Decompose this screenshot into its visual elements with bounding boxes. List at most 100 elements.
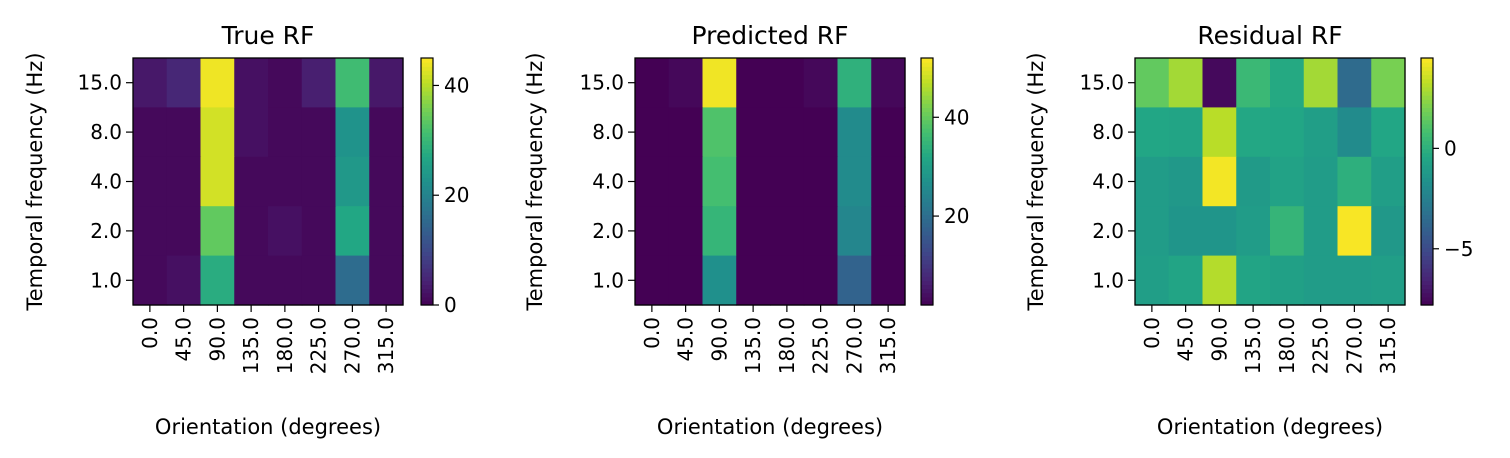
heatmap-cell: [1168, 107, 1204, 158]
x-tick-label: 90.0: [1207, 317, 1231, 362]
colorbar-segment: [421, 148, 433, 154]
colorbar-segment: [421, 62, 433, 67]
colorbar-segment: [1421, 280, 1433, 286]
y-tick-label: 15.0: [579, 71, 624, 95]
colorbar-segment: [921, 267, 933, 273]
colorbar-segment: [421, 284, 433, 290]
heatmap-cell: [871, 156, 906, 207]
colorbar-segment: [1421, 70, 1433, 76]
colorbar-segment: [421, 99, 433, 104]
heatmap-cell: [1135, 255, 1170, 306]
heatmap-cell: [736, 156, 771, 207]
chart-title: Residual RF: [1197, 21, 1342, 50]
colorbar-segment: [421, 86, 433, 92]
heatmap-cell: [1236, 58, 1271, 108]
colorbar-segment: [921, 82, 933, 88]
y-tick-label: 4.0: [90, 170, 122, 194]
colorbar-segment: [1421, 181, 1433, 187]
x-axis-label: Orientation (degrees): [155, 415, 381, 439]
heatmap-cell: [1135, 156, 1170, 207]
heatmap-cell: [1202, 156, 1237, 207]
heatmap-cell: [1168, 206, 1204, 257]
heatmap-cell: [1202, 107, 1237, 158]
colorbar-segment: [921, 210, 933, 216]
colorbar-segment: [921, 259, 933, 265]
colorbar-segment: [921, 86, 933, 92]
colorbar-segment: [1421, 230, 1433, 236]
heatmap-cell: [837, 58, 872, 108]
colorbar-segment: [1421, 263, 1433, 269]
colorbar-segment: [921, 123, 933, 129]
colorbar-segment: [1421, 243, 1433, 248]
x-tick-label: 180.0: [1275, 317, 1299, 374]
heatmap-cell: [200, 107, 235, 158]
colorbar-segment: [421, 189, 433, 195]
heatmap-cell: [133, 156, 168, 207]
colorbar-segment: [921, 272, 933, 277]
colorbar-segment: [921, 173, 933, 178]
colorbar-segment: [421, 181, 433, 187]
colorbar-segment: [921, 148, 933, 154]
colorbar-segment: [921, 62, 933, 67]
colorbar-segment: [1421, 259, 1433, 265]
heatmap-cell: [200, 255, 235, 306]
colorbar-segment: [921, 300, 933, 306]
heatmap-cell: [1337, 107, 1372, 158]
colorbar-tick-label: 20: [444, 183, 469, 207]
heatmap-cell: [1303, 156, 1339, 207]
y-tick-label: 8.0: [90, 120, 122, 144]
colorbar-segment: [921, 214, 933, 220]
colorbar-segment: [1421, 165, 1433, 170]
colorbar-segment: [421, 197, 433, 203]
heatmap-cell: [1202, 206, 1237, 257]
colorbar-segment: [1421, 115, 1433, 121]
heatmap-cell: [1236, 206, 1271, 257]
heatmap-cell: [1371, 156, 1406, 207]
heatmap-cell: [1202, 255, 1237, 306]
colorbar-segment: [1421, 111, 1433, 117]
x-tick-label: 180.0: [775, 317, 799, 374]
colorbar-segment: [421, 243, 433, 248]
heatmap-cell: [668, 156, 704, 207]
heatmap-cell: [1135, 58, 1170, 108]
heatmap-cell: [1337, 58, 1372, 108]
heatmap-cell: [1236, 107, 1271, 158]
heatmap-cell: [133, 107, 168, 158]
colorbar-segment: [921, 280, 933, 286]
colorbar-segment: [1421, 74, 1433, 80]
x-tick-label: 315.0: [1376, 317, 1400, 374]
heatmap-cell: [1168, 156, 1204, 207]
colorbar-segment: [1421, 169, 1433, 174]
heatmap-cell: [871, 107, 906, 158]
heatmap-cell: [736, 206, 771, 257]
colorbar-segment: [921, 66, 933, 71]
colorbar-segment: [1421, 148, 1433, 154]
x-tick-label: 0.0: [138, 317, 162, 349]
heatmap-cell: [871, 58, 906, 108]
heatmap-cell: [268, 255, 303, 306]
heatmap-cell: [803, 58, 839, 108]
colorbar-segment: [421, 115, 433, 121]
colorbar-segment: [421, 156, 433, 162]
colorbar-segment: [1421, 123, 1433, 129]
heatmap-cell: [1135, 206, 1170, 257]
colorbar-segment: [421, 144, 433, 150]
colorbar-segment: [1421, 82, 1433, 88]
colorbar-segment: [1421, 284, 1433, 290]
colorbar-segment: [921, 95, 933, 100]
colorbar-segment: [921, 243, 933, 248]
heatmap-cell: [133, 58, 168, 108]
heatmap-cell: [234, 58, 269, 108]
heatmap-cell: [268, 58, 303, 108]
colorbar-segment: [1421, 152, 1433, 158]
heatmap-cell: [871, 206, 906, 257]
heatmap-panel-2: Predicted RF 15.0 8.0 4.0 2.0 1.0 0.0 45.0 90.0 1…: [523, 21, 969, 439]
heatmap-cell: [635, 255, 670, 306]
colorbar-segment: [421, 111, 433, 117]
heatmap-cell: [166, 156, 202, 207]
colorbar-segment: [921, 140, 933, 146]
heatmap-cell: [803, 206, 839, 257]
colorbar-segment: [1421, 107, 1433, 113]
heatmap-cell: [770, 255, 805, 306]
colorbar-segment: [421, 160, 433, 166]
